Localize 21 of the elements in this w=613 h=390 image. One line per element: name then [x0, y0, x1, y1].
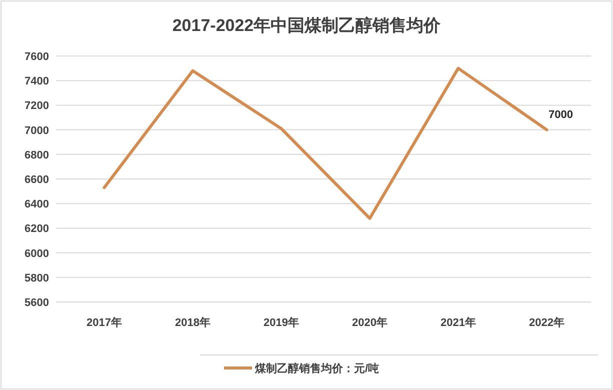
y-tick-label: 7000: [24, 124, 49, 137]
y-tick-label: 6600: [24, 174, 49, 186]
y-tick-label: 6200: [24, 223, 49, 236]
x-tick-label: 2022年: [529, 316, 564, 329]
y-tick-label: 7200: [24, 100, 49, 112]
data-label: 7000: [548, 108, 573, 121]
legend-label: 煤制乙醇销售均价：元/吨: [254, 362, 380, 375]
y-tick-label: 6400: [24, 198, 49, 211]
y-tick-label: 7400: [24, 76, 49, 88]
x-tick-label: 2018年: [175, 316, 210, 329]
y-tick-label: 6000: [24, 248, 49, 260]
y-tick-label: 7600: [24, 51, 49, 63]
y-tick-label: 5800: [24, 272, 49, 284]
x-tick-label: 2021年: [440, 316, 476, 329]
line-series: [102, 66, 548, 220]
x-tick-label: 2017年: [86, 316, 122, 329]
x-tick-label: 2020年: [352, 316, 388, 329]
y-tick-label: 6800: [24, 149, 49, 162]
y-tick-label: 5600: [24, 297, 49, 309]
x-tick-label: 2019年: [264, 316, 299, 329]
title: 2017-2022年中国煤制乙醇销售均价: [172, 16, 441, 35]
